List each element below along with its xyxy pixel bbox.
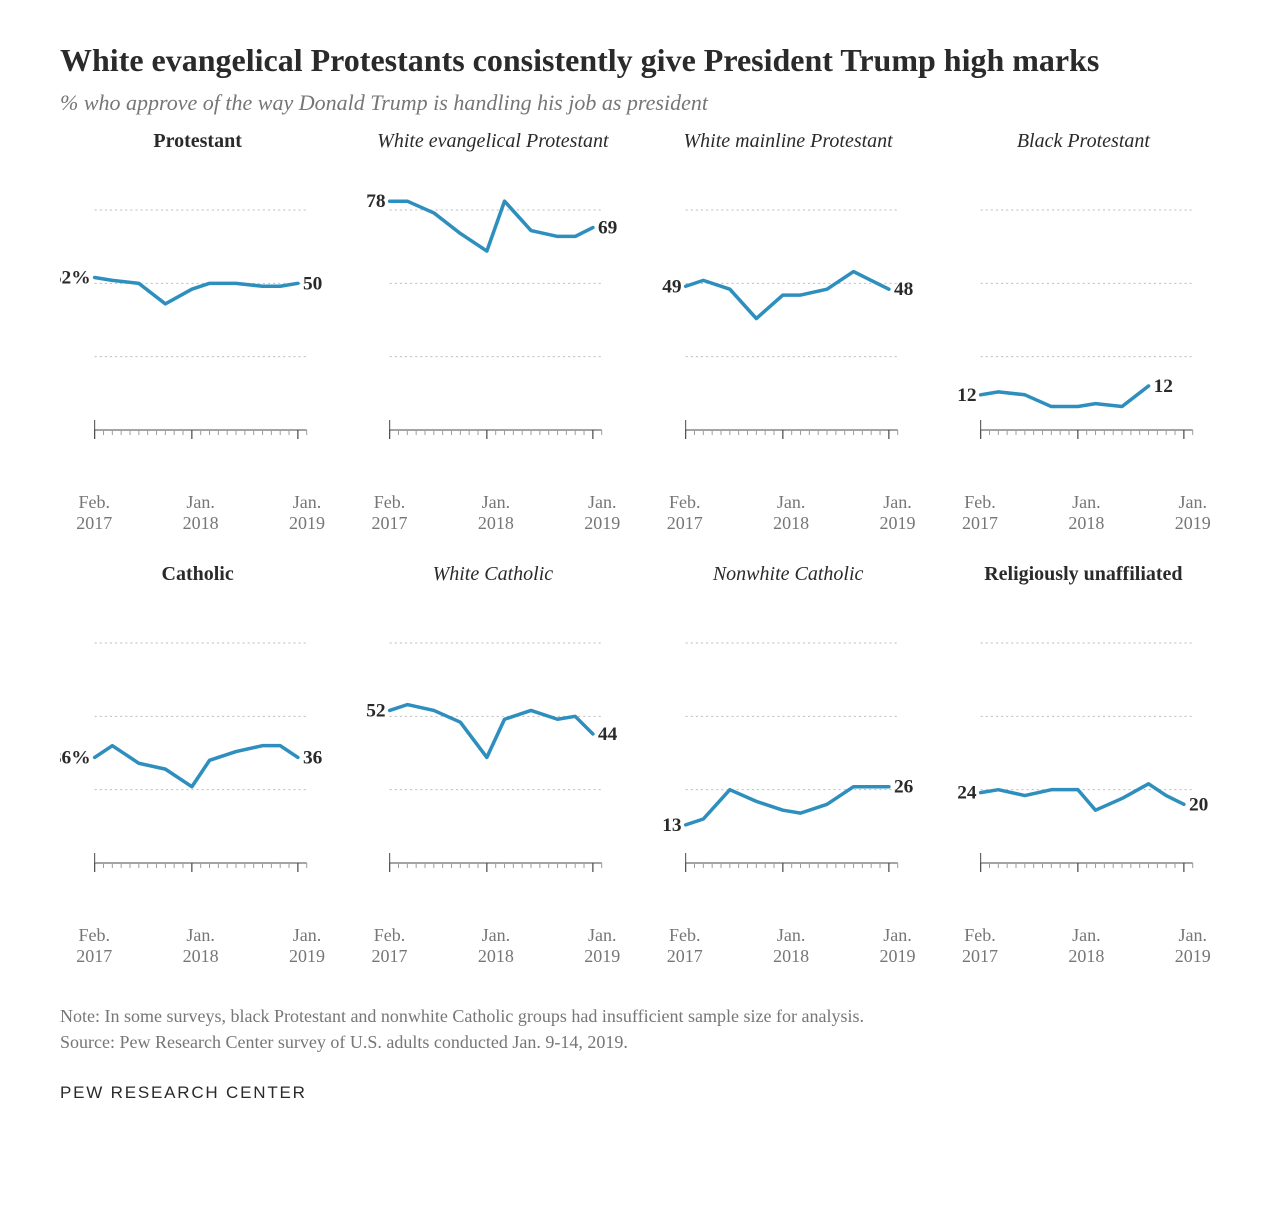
source-text: Source: Pew Research Center survey of U.… (60, 1029, 1221, 1055)
svg-text:26: 26 (893, 777, 913, 798)
svg-text:12: 12 (1153, 376, 1172, 397)
x-tick-label: Feb.2017 (76, 925, 112, 966)
x-tick-label: Jan.2019 (289, 925, 325, 966)
x-tick-label: Feb.2017 (962, 492, 998, 533)
panel-unaffiliated: Religiously unaffiliated 24 20 Feb.2017 Jan.… (946, 563, 1221, 966)
chart-protestant: 52% 50 (60, 160, 335, 490)
svg-text:36%: 36% (60, 748, 91, 769)
chart-unaffiliated: 24 20 (946, 593, 1221, 923)
panel-title: Religiously unaffiliated (946, 563, 1221, 589)
svg-text:49: 49 (662, 276, 681, 297)
x-axis-labels: Feb.2017 Jan.2018 Jan.2019 (946, 925, 1221, 966)
x-tick-label: Jan.2018 (1068, 925, 1104, 966)
footnotes: Note: In some surveys, black Protestant … (60, 1003, 1221, 1055)
chart-nonwhite-catholic: 13 26 (651, 593, 926, 923)
svg-text:52: 52 (366, 701, 385, 722)
chart-subtitle: % who approve of the way Donald Trump is… (60, 90, 1221, 116)
svg-text:48: 48 (893, 279, 912, 300)
svg-text:50: 50 (303, 273, 322, 294)
x-tick-label: Jan.2019 (1175, 925, 1211, 966)
chart-page: White evangelical Protestants consistent… (0, 0, 1281, 1143)
panel-white-evangelical: White evangelical Protestant 78 69 Feb.2017… (355, 130, 630, 533)
x-tick-label: Jan.2019 (1175, 492, 1211, 533)
x-tick-label: Jan.2019 (880, 925, 916, 966)
panel-title: White evangelical Protestant (355, 130, 630, 156)
panel-white-catholic: White Catholic 52 44 Feb.2017 Jan.2018 Jan.20… (355, 563, 630, 966)
x-tick-label: Jan.2019 (289, 492, 325, 533)
chart-catholic: 36% 36 (60, 593, 335, 923)
x-tick-label: Jan.2018 (183, 925, 219, 966)
x-axis-labels: Feb.2017 Jan.2018 Jan.2019 (355, 492, 630, 533)
chart-black-protestant: 12 12 (946, 160, 1221, 490)
x-axis-labels: Feb.2017 Jan.2018 Jan.2019 (651, 925, 926, 966)
svg-text:13: 13 (662, 815, 681, 836)
panel-title: Protestant (60, 130, 335, 156)
x-tick-label: Jan.2019 (584, 492, 620, 533)
x-axis-labels: Feb.2017 Jan.2018 Jan.2019 (60, 925, 335, 966)
x-tick-label: Feb.2017 (667, 925, 703, 966)
x-tick-label: Feb.2017 (372, 925, 408, 966)
chart-title: White evangelical Protestants consistent… (60, 40, 1221, 80)
x-axis-labels: Feb.2017 Jan.2018 Jan.2019 (946, 492, 1221, 533)
brand-text: PEW RESEARCH CENTER (60, 1083, 1221, 1103)
x-tick-label: Feb.2017 (76, 492, 112, 533)
x-tick-label: Feb.2017 (962, 925, 998, 966)
svg-text:52%: 52% (60, 268, 91, 289)
x-tick-label: Jan.2019 (880, 492, 916, 533)
svg-text:44: 44 (598, 724, 618, 745)
small-multiples-grid: Protestant52%50Feb.2017Jan.2018Jan.2019W… (60, 130, 1221, 967)
panel-title: Black Protestant (946, 130, 1221, 156)
x-tick-label: Jan.2018 (478, 925, 514, 966)
x-tick-label: Jan.2018 (183, 492, 219, 533)
svg-text:36: 36 (303, 748, 323, 769)
note-text: Note: In some surveys, black Protestant … (60, 1003, 1221, 1029)
chart-white-mainline: 49 48 (651, 160, 926, 490)
svg-text:78: 78 (366, 191, 385, 212)
panel-black-protestant: Black Protestant 12 12 Feb.2017 Jan.2018 Jan.… (946, 130, 1221, 533)
x-axis-labels: Feb.2017 Jan.2018 Jan.2019 (651, 492, 926, 533)
svg-text:69: 69 (598, 218, 617, 239)
chart-white-catholic: 52 44 (355, 593, 630, 923)
svg-text:12: 12 (957, 385, 976, 406)
x-tick-label: Feb.2017 (372, 492, 408, 533)
x-axis-labels: Feb.2017 Jan.2018 Jan.2019 (355, 925, 630, 966)
x-tick-label: Feb.2017 (667, 492, 703, 533)
x-tick-label: Jan.2018 (1068, 492, 1104, 533)
panel-white-mainline: White mainline Protestant 49 48 Feb.2017 Jan… (651, 130, 926, 533)
x-tick-label: Jan.2019 (584, 925, 620, 966)
panel-title: White Catholic (355, 563, 630, 589)
svg-text:24: 24 (957, 783, 977, 804)
x-tick-label: Jan.2018 (773, 925, 809, 966)
chart-white-evangelical: 78 69 (355, 160, 630, 490)
x-tick-label: Jan.2018 (773, 492, 809, 533)
panel-catholic: Catholic 36% 36 Feb.2017 Jan.2018 Jan.2019 (60, 563, 335, 966)
x-tick-label: Jan.2018 (478, 492, 514, 533)
svg-text:20: 20 (1189, 795, 1208, 816)
panel-title: Catholic (60, 563, 335, 589)
panel-protestant: Protestant 52% 50 Feb.2017 Jan.2018 Jan.2019 (60, 130, 335, 533)
panel-title: Nonwhite Catholic (651, 563, 926, 589)
x-axis-labels: Feb.2017 Jan.2018 Jan.2019 (60, 492, 335, 533)
panel-title: White mainline Protestant (651, 130, 926, 156)
panel-nonwhite-catholic: Nonwhite Catholic 13 26 Feb.2017 Jan.2018 Jan… (651, 563, 926, 966)
